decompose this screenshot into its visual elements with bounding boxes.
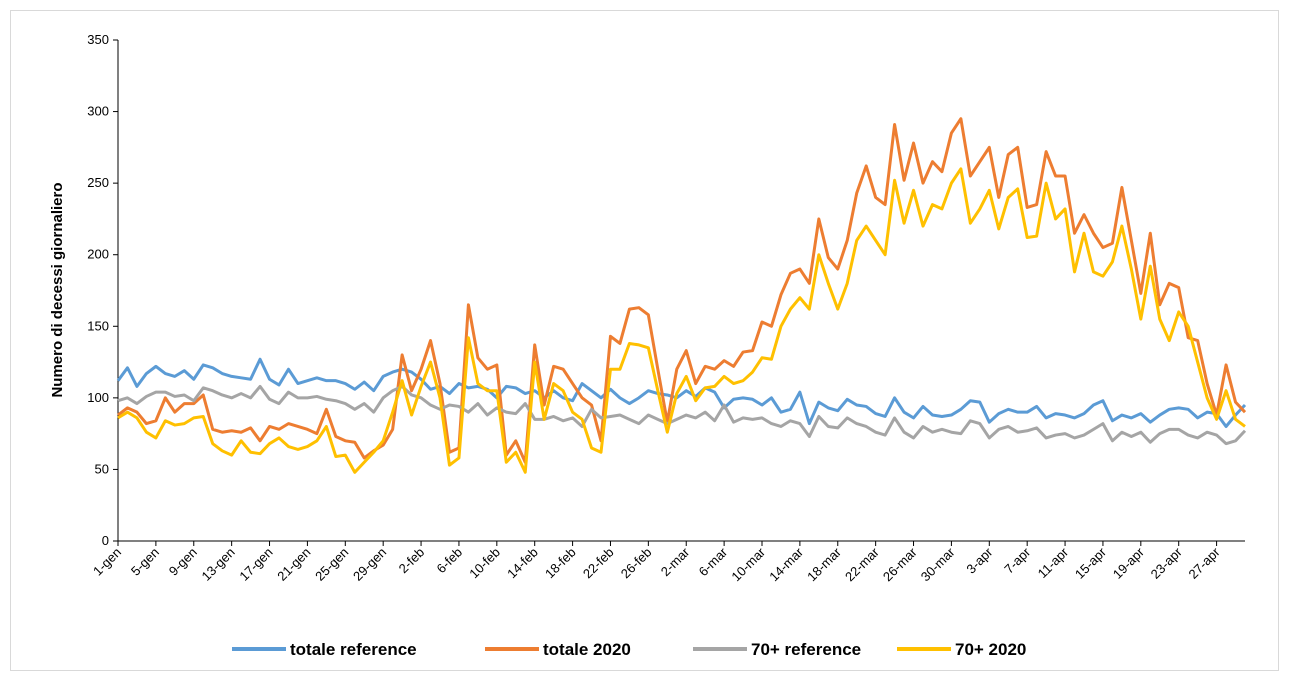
legend-label: 70+ reference: [751, 640, 861, 659]
y-tick-label: 350: [87, 32, 109, 47]
y-tick-label: 100: [87, 390, 109, 405]
series-line: [117, 167, 1246, 474]
y-axis-title: Numero di decessi giornaliero: [49, 182, 66, 397]
legend-label: totale 2020: [543, 640, 631, 659]
y-tick-label: 150: [87, 318, 109, 333]
series-line: [117, 384, 1247, 446]
legend-label: totale reference: [290, 640, 417, 659]
y-tick-label: 0: [102, 533, 109, 548]
y-tick-label: 300: [87, 104, 109, 119]
chart-frame: [10, 10, 1279, 671]
series-line: [116, 357, 1247, 428]
y-tick-label: 50: [95, 461, 109, 476]
series-line: [117, 117, 1247, 464]
y-tick-label: 200: [87, 247, 109, 262]
y-tick-label: 250: [87, 175, 109, 190]
legend-label: 70+ 2020: [955, 640, 1026, 659]
